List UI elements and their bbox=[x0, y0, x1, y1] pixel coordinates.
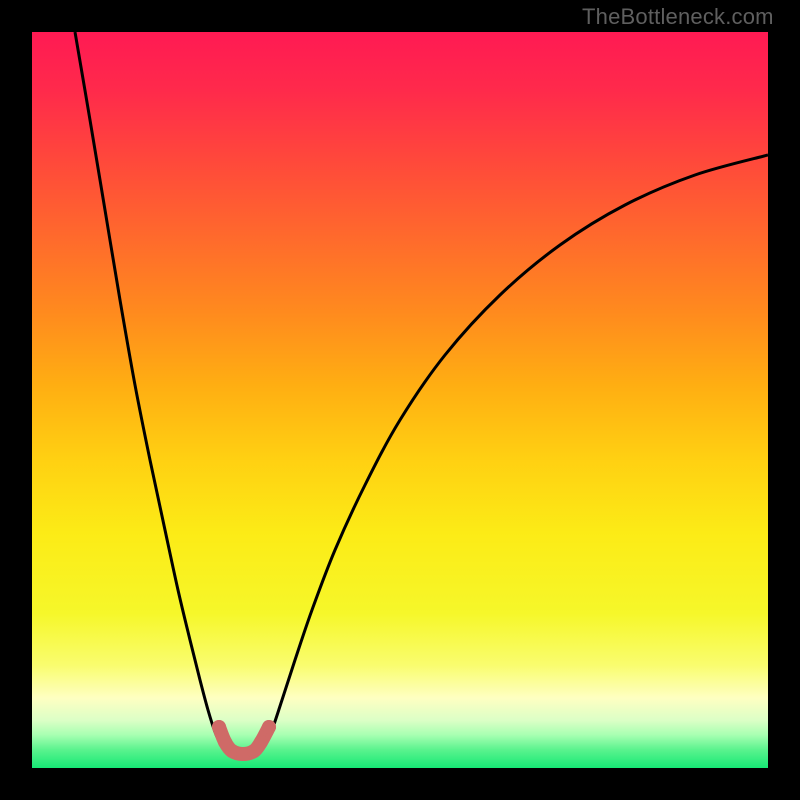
gradient-background bbox=[32, 32, 768, 768]
bottleneck-plot bbox=[0, 0, 800, 800]
watermark-label: TheBottleneck.com bbox=[582, 4, 774, 30]
